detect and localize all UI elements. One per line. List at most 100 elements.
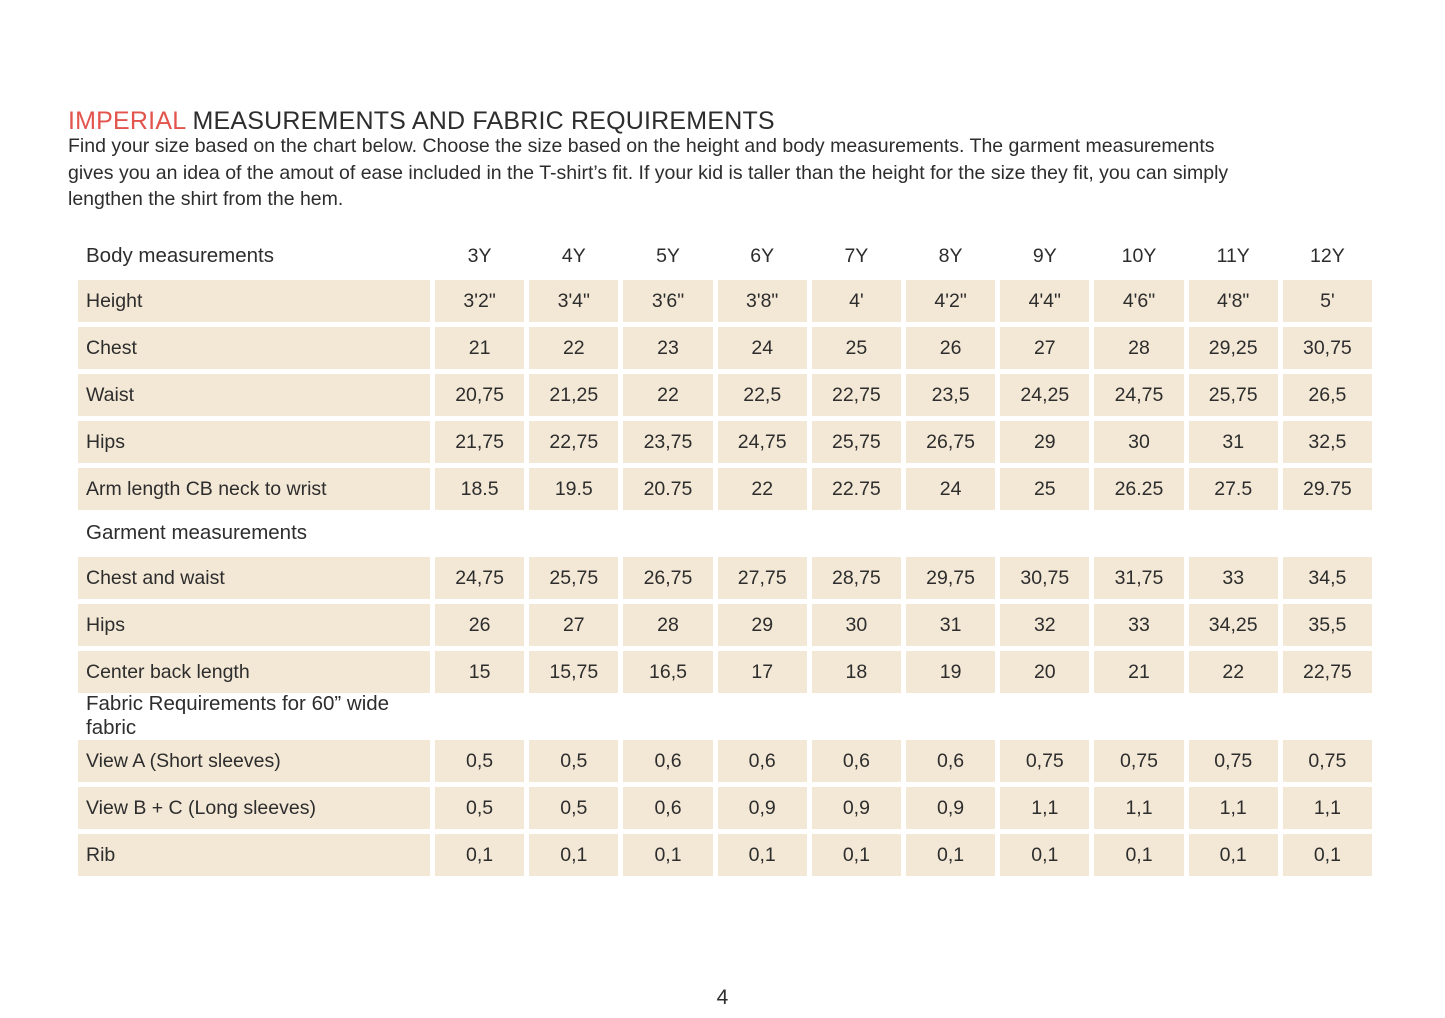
size-column-header: 9Y: [1032, 244, 1057, 267]
section-heading: Garment measurements: [86, 521, 308, 544]
value-cell: 3'2": [435, 280, 525, 322]
table-row: Arm length CB neck to wrist 18.5 19.5 20.75…: [78, 468, 1372, 510]
value-cell: 25,75: [1188, 374, 1278, 416]
row-label: Arm length CB neck to wrist: [78, 468, 430, 510]
value-cell: 27,75: [717, 557, 807, 599]
value-cell: 22.75: [811, 468, 901, 510]
value-cell: 0,75: [1188, 740, 1278, 782]
value-cell: 23,5: [905, 374, 996, 416]
value-cell: 27.5: [1188, 468, 1278, 510]
value-cell: 21: [435, 327, 525, 369]
value-cell: 30: [811, 604, 901, 646]
value-cell: 35,5: [1282, 604, 1372, 646]
value-cell: 24: [905, 468, 996, 510]
value-cell: 22,75: [529, 421, 619, 463]
value-cell: 22,75: [811, 374, 901, 416]
size-column-header: 10Y: [1121, 244, 1157, 267]
value-cell: 0,9: [811, 787, 901, 829]
value-cell: 26: [905, 327, 996, 369]
value-cell: 32: [1000, 604, 1090, 646]
value-cell: 34,5: [1282, 557, 1372, 599]
value-cell: 26,75: [905, 421, 996, 463]
title-rest: MEASUREMENTS AND FABRIC REQUIREMENTS: [185, 106, 775, 135]
value-cell: 0,75: [1094, 740, 1184, 782]
value-cell: 0,1: [1188, 834, 1278, 876]
table-row: View B + C (Long sleeves) 0,5 0,5 0,6 0,9 0,9…: [78, 787, 1372, 829]
value-cell: 27: [529, 604, 619, 646]
value-cell: 19.5: [529, 468, 619, 510]
value-cell: 4'8": [1188, 280, 1278, 322]
section-heading-row: Body measurements 3Y 4Y 5Y 6Y 7Y 8Y 9Y 10Y 11Y 12Y: [78, 240, 1372, 272]
table-row: Center back length 15 15,75 16,5 17 18 19 20 21 2…: [78, 651, 1372, 693]
value-cell: 4': [811, 280, 901, 322]
value-cell: 29,75: [905, 557, 996, 599]
size-column-header: 4Y: [561, 244, 586, 267]
value-cell: 0,5: [435, 787, 525, 829]
intro-line: Find your size based on the chart below.…: [68, 135, 1215, 157]
value-cell: 0,6: [811, 740, 901, 782]
section-heading: Body measurements: [86, 244, 275, 267]
value-cell: 21,25: [529, 374, 619, 416]
value-cell: 0,6: [623, 740, 713, 782]
page-number: 4: [716, 986, 729, 1009]
row-label: Hips: [78, 421, 430, 463]
intro-line: gives you an idea of the amout of ease i…: [68, 161, 1229, 184]
intro-line: lengthen the shirt from the hem.: [68, 188, 344, 210]
value-cell: 4'4": [1000, 280, 1090, 322]
value-cell: 25: [811, 327, 901, 369]
row-label: Chest: [78, 327, 430, 369]
value-cell: 23,75: [623, 421, 713, 463]
value-cell: 21,75: [435, 421, 525, 463]
value-cell: 18.5: [435, 468, 525, 510]
value-cell: 23: [623, 327, 713, 369]
value-cell: 22,5: [717, 374, 807, 416]
value-cell: 20: [1000, 651, 1090, 693]
value-cell: 0,6: [623, 787, 713, 829]
page-title: IMPERIAL MEASUREMENTS AND FABRIC REQUIRE…: [68, 107, 775, 136]
value-cell: 1,1: [1094, 787, 1184, 829]
value-cell: 17: [717, 651, 807, 693]
value-cell: 3'6": [623, 280, 713, 322]
size-column-header: 11Y: [1216, 244, 1250, 267]
section-heading-row: Garment measurements: [78, 517, 1372, 549]
value-cell: 22: [529, 327, 619, 369]
value-cell: 0,1: [623, 834, 713, 876]
row-label: Waist: [78, 374, 430, 416]
size-column-header: 12Y: [1310, 244, 1345, 267]
row-label: Height: [78, 280, 430, 322]
section-heading: Fabric Requirements for 60” wide fabric: [86, 692, 390, 739]
value-cell: 31: [905, 604, 996, 646]
table-row: Hips 26 27 28 29 30 31 32 33 34,25 35,5: [78, 604, 1372, 646]
value-cell: 26,5: [1282, 374, 1372, 416]
value-cell: 22: [623, 374, 713, 416]
table-row: Hips 21,75 22,75 23,75 24,75 25,75 26,75 29 30 31…: [78, 421, 1372, 463]
value-cell: 25,75: [811, 421, 901, 463]
value-cell: 0,5: [529, 787, 619, 829]
value-cell: 30,75: [1000, 557, 1090, 599]
value-cell: 31: [1188, 421, 1278, 463]
value-cell: 0,75: [1282, 740, 1372, 782]
value-cell: 29,25: [1188, 327, 1278, 369]
size-column-header: 5Y: [656, 244, 680, 267]
row-label: Center back length: [78, 651, 430, 693]
value-cell: 4'2": [905, 280, 996, 322]
value-cell: 29.75: [1282, 468, 1372, 510]
value-cell: 0,9: [905, 787, 996, 829]
value-cell: 0,5: [435, 740, 525, 782]
value-cell: 20,75: [435, 374, 525, 416]
value-cell: 30: [1094, 421, 1184, 463]
size-column-header: 6Y: [750, 244, 775, 267]
value-cell: 15,75: [529, 651, 619, 693]
value-cell: 33: [1188, 557, 1278, 599]
value-cell: 19: [905, 651, 996, 693]
value-cell: 22: [717, 468, 807, 510]
value-cell: 0,1: [435, 834, 525, 876]
value-cell: 0,5: [529, 740, 619, 782]
value-cell: 0,9: [717, 787, 807, 829]
size-column-header: 7Y: [844, 244, 869, 267]
value-cell: 15: [435, 651, 525, 693]
value-cell: 24,75: [717, 421, 807, 463]
value-cell: 20.75: [623, 468, 713, 510]
value-cell: 32,5: [1282, 421, 1372, 463]
